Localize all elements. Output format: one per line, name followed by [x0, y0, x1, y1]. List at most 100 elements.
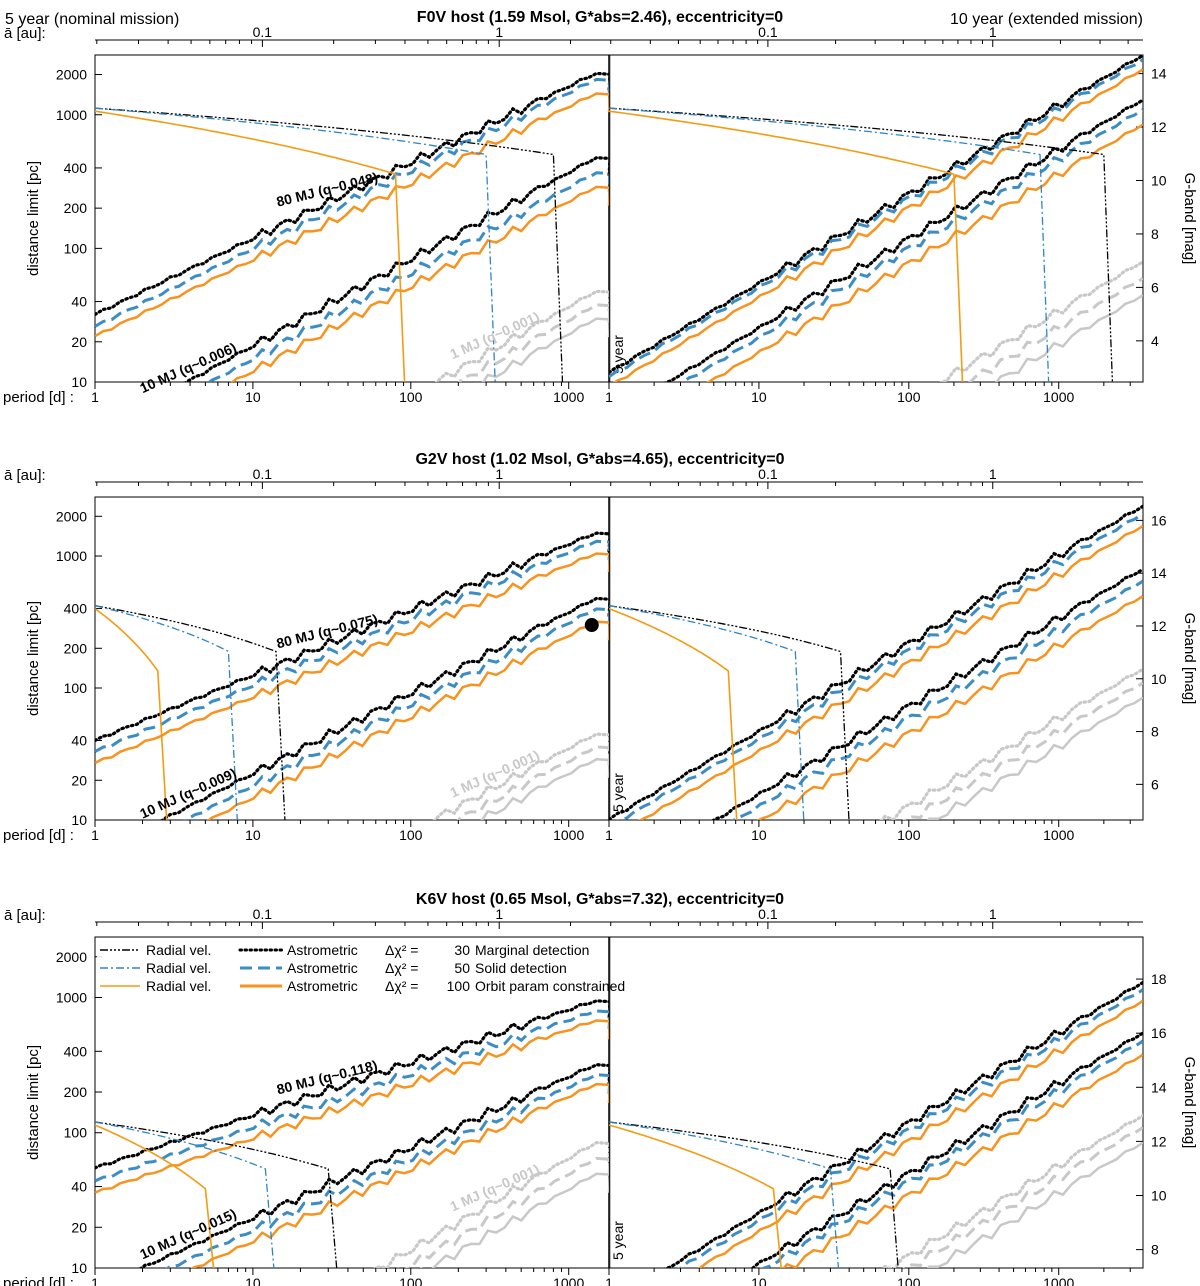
ast-10yr-10MJ-curve — [711, 567, 1143, 820]
period-tick-label: 10 — [751, 1275, 767, 1286]
distance-tick-label: 40 — [71, 1179, 87, 1195]
gband-tick-label: 12 — [1151, 618, 1167, 634]
rv-curve-5yr-0 — [95, 605, 286, 820]
legend-desc: Orbit param constrained — [475, 978, 625, 994]
period-tick-label: 1 — [605, 389, 613, 405]
distance-tick-label: 2000 — [56, 949, 87, 965]
curves-5yr — [95, 999, 609, 1268]
au-tick-label: 1 — [495, 24, 503, 40]
ast-10yr-1MJ-curve — [995, 293, 1143, 382]
period-tick-label: 10 — [245, 1275, 261, 1286]
distance-tick-label: 100 — [64, 680, 88, 696]
distance-tick-label: 2000 — [56, 508, 87, 524]
distance-tick-label: 40 — [71, 733, 87, 749]
legend-dchi: Δχ² = — [385, 942, 418, 958]
ast-5yr-80MJ-curve — [95, 1019, 609, 1194]
ast-10yr-80MJ-curve — [613, 68, 1143, 382]
panel-title: F0V host (1.59 Msol, G*abs=2.46), eccent… — [417, 9, 783, 26]
au-tick-label: 1 — [989, 466, 997, 482]
ast-10yr-80MJ-curve — [697, 999, 1143, 1268]
distance-tick-label: 1000 — [56, 989, 87, 1005]
rv-curve-5yr-1 — [95, 107, 496, 382]
ast-10yr-80MJ-curve — [609, 504, 1143, 820]
gband-tick-label: 8 — [1151, 724, 1159, 740]
period-tick-label: 10 — [245, 827, 261, 843]
ast-5yr-10MJ-curve — [230, 185, 609, 382]
marked-point — [584, 618, 599, 633]
ast-10yr-10MJ-curve — [662, 98, 1143, 382]
rv-curve-5yr-2 — [95, 608, 168, 820]
au-tick-label: 1 — [989, 24, 997, 40]
au-tick-label: 0.1 — [758, 906, 778, 922]
distance-tick-label: 100 — [64, 240, 88, 256]
gband-tick-label: 6 — [1151, 776, 1159, 792]
ast-10yr-80MJ-curve — [663, 980, 1143, 1268]
ast-10yr-10MJ-curve — [757, 595, 1143, 820]
distance-tick-label: 200 — [64, 200, 88, 216]
rv-curve-10yr-0 — [609, 1121, 899, 1268]
period-tick-label: 100 — [399, 1275, 423, 1286]
gband-tick-label: 16 — [1151, 512, 1167, 528]
rv-curve-10yr-2 — [609, 1124, 783, 1268]
distance-tick-label: 10 — [71, 812, 87, 828]
period-tick-label: 1000 — [1043, 1275, 1074, 1286]
panel-title: G2V host (1.02 Msol, G*abs=4.65), eccent… — [415, 451, 784, 468]
mass-label: 1 MJ (q~0.001) — [448, 1161, 542, 1215]
au-tick-label: 0.1 — [253, 24, 273, 40]
ast-5yr-10MJ-curve — [183, 607, 609, 820]
legend-dchi: Δχ² = — [385, 960, 418, 976]
ast-10yr-10MJ-curve — [750, 1031, 1143, 1268]
rv-curve-10yr-0 — [609, 605, 850, 820]
legend-desc: Marginal detection — [475, 942, 589, 958]
legend-bg — [97, 939, 607, 997]
plot-frame — [94, 54, 1144, 383]
ast-10yr-80MJ-curve — [677, 988, 1143, 1268]
distance-tick-label: 1000 — [56, 548, 87, 564]
au-tick-label: 0.1 — [253, 466, 273, 482]
au-tick-label: 1 — [495, 466, 503, 482]
ast-5yr-1MJ-curve — [394, 1156, 609, 1268]
ast-5yr-80MJ-curve — [95, 999, 609, 1170]
gband-tick-label: 4 — [1151, 333, 1159, 349]
period-tick-label: 1000 — [553, 827, 584, 843]
au-axis-label: ā [au]: — [4, 907, 46, 924]
ast-5yr-1MJ-curve — [481, 317, 609, 382]
ast-5yr-1MJ-curve — [420, 732, 609, 820]
legend-desc: Solid detection — [475, 960, 567, 976]
ast-5yr-80MJ-curve — [95, 92, 609, 338]
ylabel-left: distance limit [pc] — [25, 601, 42, 716]
ast-10yr-1MJ-curve — [939, 260, 1143, 382]
distance-tick-label: 400 — [64, 160, 88, 176]
period-tick-label: 1 — [91, 827, 99, 843]
curves-5yr — [95, 531, 609, 820]
rv-curve-10yr-2 — [609, 607, 738, 820]
distance-tick-label: 400 — [64, 601, 88, 617]
rv-curve-10yr-0 — [609, 107, 1114, 382]
ast-5yr-10MJ-curve — [207, 171, 609, 382]
ast-5yr-10MJ-curve — [165, 1073, 609, 1268]
ast-10yr-1MJ-curve — [926, 696, 1143, 820]
ast-5yr-80MJ-curve — [95, 71, 609, 317]
ast-5yr-10MJ-curve — [159, 596, 609, 820]
period-tick-label: 1 — [91, 389, 99, 405]
period-tick-label: 1 — [91, 1275, 99, 1286]
ast-5yr-1MJ-curve — [373, 1140, 609, 1268]
ast-5yr-80MJ-curve — [95, 552, 609, 765]
distance-tick-label: 1000 — [56, 107, 87, 123]
distance-tick-label: 100 — [64, 1125, 88, 1141]
ylabel-right: G-band [mag] — [1181, 613, 1198, 705]
mission-band-label: 5 year — [610, 773, 626, 812]
period-tick-label: 10 — [751, 827, 767, 843]
distance-tick-label: 10 — [71, 374, 87, 390]
ast-5yr-80MJ-curve — [95, 1009, 609, 1183]
legend-rv-label: Radial vel. — [146, 942, 211, 958]
gband-tick-label: 18 — [1151, 971, 1167, 987]
legend-dchi-value: 50 — [454, 960, 470, 976]
gband-tick-label: 12 — [1151, 1133, 1167, 1149]
ast-10yr-80MJ-curve — [638, 524, 1143, 820]
gband-tick-label: 16 — [1151, 1025, 1167, 1041]
plot-frame — [94, 496, 1144, 821]
ylabel-left: distance limit [pc] — [25, 1045, 42, 1160]
ast-5yr-1MJ-curve — [456, 745, 609, 820]
